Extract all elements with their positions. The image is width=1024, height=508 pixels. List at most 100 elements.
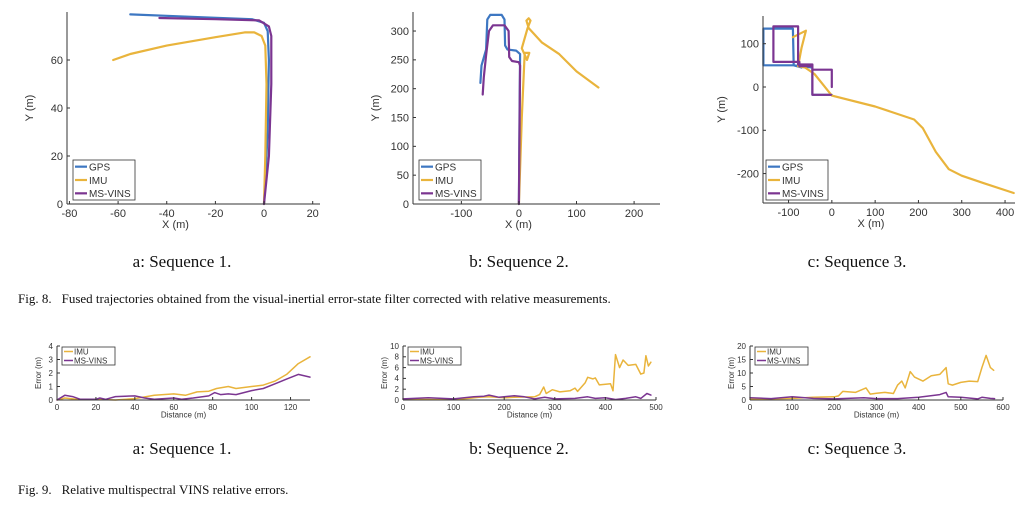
x-tick-label: 20 (91, 403, 100, 412)
x-tick-label: 600 (996, 403, 1010, 412)
x-tick-label: 500 (649, 403, 663, 412)
fig8-subcaption-b: b: Sequence 2. (469, 252, 569, 271)
y-tick-label: 4 (395, 374, 400, 383)
y-tick-label: 10 (737, 369, 746, 378)
y-axis-label: Y (m) (370, 95, 382, 122)
x-tick-label: 400 (996, 207, 1014, 219)
fig8-subcaption-c: c: Sequence 3. (807, 252, 907, 271)
y-tick-label: 20 (737, 342, 746, 351)
legend-label-imu: IMU (767, 347, 782, 356)
x-tick-label: 0 (261, 208, 267, 220)
legend-label-ms-vins: MS-VINS (782, 189, 824, 200)
y-tick-label: 2 (49, 369, 54, 378)
x-tick-label: 120 (284, 403, 298, 412)
legend-label-ms-vins: MS-VINS (767, 356, 800, 365)
chart-1: -100 0 100 200 0 50 100 150 200 250 300 X (m) Y (m) G… (370, 12, 660, 231)
x-tick-label: -60 (110, 208, 126, 220)
x-tick-label: 40 (130, 403, 139, 412)
legend-box (407, 346, 462, 366)
fig8-subcaption-a: a: Sequence 1. (132, 252, 232, 271)
legend-label-ms-vins: MS-VINS (89, 189, 131, 200)
x-tick-label: 200 (828, 403, 842, 412)
y-axis-label: Y (m) (716, 96, 728, 123)
fig8-caption: Fig. 8. Fused trajectories obtained from … (18, 291, 611, 307)
series-line-ms-vins (402, 392, 652, 401)
legend-label-gps: GPS (89, 163, 110, 174)
legend-label-imu: IMU (74, 347, 89, 356)
legend-label-ms-vins: MS-VINS (74, 356, 107, 365)
x-axis-label: Distance (m) (854, 411, 900, 420)
x-tick-label: 400 (599, 403, 613, 412)
x-tick-label: 0 (401, 403, 406, 412)
legend-label-ms-vins: MS-VINS (420, 356, 453, 365)
series-line-imu (56, 356, 311, 401)
x-tick-label: 200 (625, 208, 643, 220)
series-line-ms-vins (158, 16, 273, 206)
legend-label-imu: IMU (420, 347, 435, 356)
fig9-label: Fig. 9. (18, 482, 52, 497)
fig9-caption-text: Relative multispectral VINS relative err… (61, 482, 289, 497)
x-tick-label: 0 (829, 207, 835, 219)
x-tick-label: 300 (548, 403, 562, 412)
series-line-imu (791, 29, 1015, 195)
legend-box (754, 346, 809, 366)
x-tick-label: 200 (909, 207, 927, 219)
y-tick-label: 15 (737, 355, 746, 364)
x-tick-label: 100 (785, 403, 799, 412)
series-line-imu (749, 354, 995, 400)
x-tick-label: 400 (912, 403, 926, 412)
y-tick-label: 50 (397, 170, 409, 182)
y-tick-label: 5 (742, 382, 747, 391)
legend-box (61, 346, 116, 366)
y-axis-label: Error (m) (727, 357, 736, 389)
legend: GPS IMU MS-VINS (765, 159, 829, 201)
x-tick-label: -80 (61, 208, 77, 220)
x-tick-label: -20 (207, 208, 223, 220)
y-tick-label: -200 (737, 168, 759, 180)
y-axis-label: Y (m) (24, 95, 36, 122)
y-tick-label: 250 (391, 55, 409, 67)
legend: GPS IMU MS-VINS (418, 159, 482, 201)
fig9-subcaption-b: b: Sequence 2. (469, 439, 569, 458)
y-tick-label: 8 (395, 353, 400, 362)
x-tick-label: 200 (498, 403, 512, 412)
y-tick-label: 0 (395, 396, 400, 405)
y-tick-label: 60 (51, 55, 63, 67)
fig9-subcaption-c: c: Sequence 3. (807, 439, 907, 458)
y-axis-label: Error (m) (34, 357, 43, 389)
chart-3: 0 20 40 60 80 100 120 0 1 2 3 4 Distance (m) Error (m… (34, 342, 311, 420)
series-line-imu (112, 31, 268, 206)
legend-label-gps: GPS (435, 163, 456, 174)
chart-5: 0 100 200 300 400 500 600 0 5 10 15 20 Distance (m) E… (727, 342, 1010, 420)
x-tick-label: 300 (953, 207, 971, 219)
fig8-label: Fig. 8. (18, 291, 52, 306)
y-tick-label: 4 (49, 342, 54, 351)
x-tick-label: 100 (447, 403, 461, 412)
x-axis-label: X (m) (858, 218, 885, 230)
x-tick-label: 100 (567, 208, 585, 220)
legend: GPS IMU MS-VINS (72, 159, 136, 201)
y-tick-label: -100 (737, 125, 759, 137)
y-axis-label: Error (m) (380, 357, 389, 389)
y-tick-label: 3 (49, 355, 54, 364)
series-line-ms-vins (56, 373, 311, 401)
y-tick-label: 1 (49, 382, 54, 391)
x-axis-label: X (m) (505, 219, 532, 231)
y-tick-label: 0 (49, 396, 54, 405)
x-tick-label: 80 (208, 403, 217, 412)
x-tick-label: 60 (169, 403, 178, 412)
legend-label-ms-vins: MS-VINS (435, 189, 477, 200)
y-tick-label: 20 (51, 151, 63, 163)
y-tick-label: 0 (742, 396, 747, 405)
y-tick-label: 6 (395, 363, 400, 372)
y-tick-label: 150 (391, 112, 409, 124)
series-line-gps (479, 13, 522, 206)
x-tick-label: 100 (866, 207, 884, 219)
legend-label-imu: IMU (89, 176, 107, 187)
legend-label-imu: IMU (782, 176, 800, 187)
